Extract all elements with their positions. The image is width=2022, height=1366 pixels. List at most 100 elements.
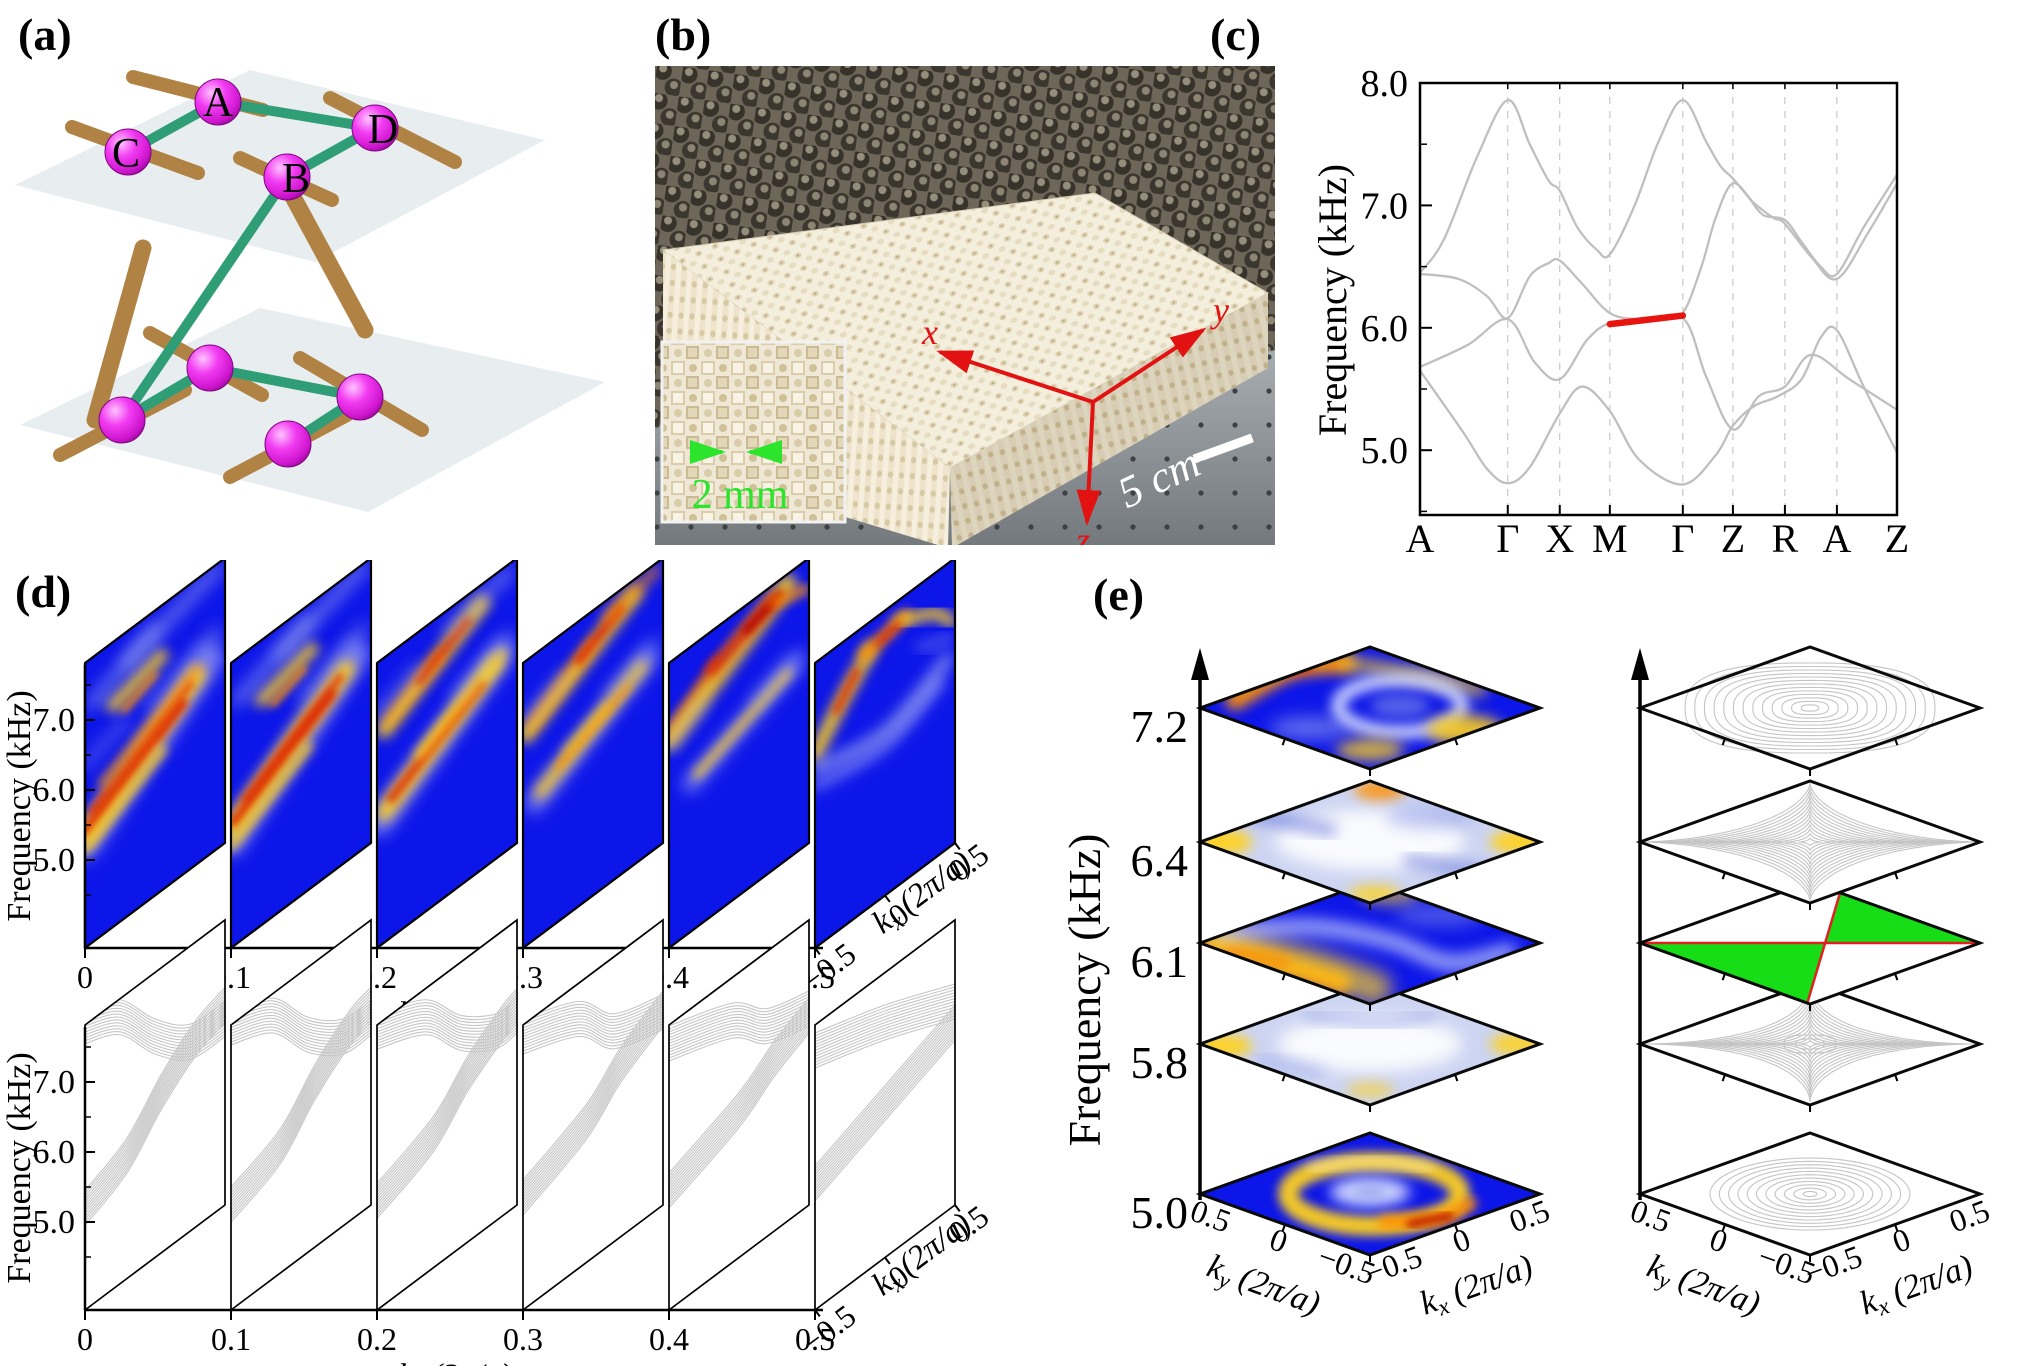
scale-bar xyxy=(1192,433,1254,464)
freq-tick-label: 7.0 xyxy=(33,702,76,739)
isofrequency-slice xyxy=(1195,645,1545,776)
phonon-band xyxy=(1419,98,1898,278)
x-tick-label: R xyxy=(1772,516,1799,560)
isofrequency-slice xyxy=(1635,880,1985,1011)
ky-tick-label: 0.4 xyxy=(649,1321,689,1357)
curve-sheet xyxy=(669,920,809,1310)
simulated-dispersion: 5.0 6.0 7.0 0 0.1 0.2 0.3 0.4 0.5 ky (2π/a) Freque… xyxy=(1,918,995,1366)
flat-band-highlight xyxy=(1606,312,1687,328)
experimental-stack: 0.50 −0.5−0.5 00.5ky (2π/a) kx (2π/a) xyxy=(1186,645,1554,1327)
svg-text:ky (2π/a): ky (2π/a) xyxy=(398,1358,512,1366)
x-axis-label: x xyxy=(921,312,938,352)
x-tick-label: Γ xyxy=(1496,516,1519,560)
y-tick-label: 6.0 xyxy=(1361,308,1409,350)
kx-tick-label: 0 xyxy=(1888,1221,1915,1260)
panel-b-sample-photo: x y z 5 cm 2 mm xyxy=(655,66,1275,560)
coordinate-axes xyxy=(936,327,1207,526)
heatmap-sheet xyxy=(669,560,809,948)
panel-c-label: (c) xyxy=(1210,9,1262,60)
site-label-D: D xyxy=(368,107,398,153)
freq-level-label: 6.1 xyxy=(1131,936,1189,987)
panel-a-label: (a) xyxy=(18,9,72,60)
freq-level-label: 5.0 xyxy=(1131,1187,1189,1238)
isofrequency-slice xyxy=(1195,779,1545,910)
panel-b-label: (b) xyxy=(655,9,712,60)
isofrequency-slice xyxy=(1635,981,1985,1112)
simulation-stack: 0.50 −0.5−0.5 00.5ky (2π/a) kx (2π/a) xyxy=(1626,645,1994,1327)
freq-tick-label: 5.0 xyxy=(33,842,76,879)
site-sphere-D xyxy=(351,104,399,152)
x-tick-label: Z xyxy=(1885,516,1909,560)
phonon-band xyxy=(1419,325,1899,486)
heatmap-sheet xyxy=(377,560,517,948)
isofrequency-slice xyxy=(1635,1131,1985,1262)
site-sphere-C xyxy=(104,128,152,176)
axis-arrowhead xyxy=(1631,648,1649,680)
curve-sheet xyxy=(231,920,371,1310)
freq-level-label: 6.4 xyxy=(1131,835,1189,886)
site-spheres xyxy=(98,78,399,468)
panel-d-dispersion-slices: 5.0 6.0 7.0 0 0.1 0.2 0.3 0.4 0.5 ky (2π/a) Freque… xyxy=(1,560,995,1366)
curve-sheet xyxy=(85,920,225,1310)
y-tick-label: 5.0 xyxy=(1361,430,1409,472)
y-axis-label: y xyxy=(1210,290,1229,330)
svg-text:ky (2π/a): ky (2π/a) xyxy=(1201,1248,1325,1327)
freq-tick-label: 5.0 xyxy=(33,1204,76,1241)
curve-sheet xyxy=(815,920,955,1310)
freq-tick-label: 6.0 xyxy=(33,1134,76,1171)
svg-text:kx (2π/a): kx (2π/a) xyxy=(1855,1248,1979,1327)
freq-level-label: 7.2 xyxy=(1131,701,1189,752)
heatmap-sheet xyxy=(85,560,225,948)
heatmap-sheet xyxy=(523,560,663,948)
isofrequency-slice xyxy=(1635,645,1985,776)
site-label-B: B xyxy=(282,156,310,202)
x-tick-label: Γ xyxy=(1671,516,1694,560)
measured-dispersion: 5.06.07.000.10.20.30.40.5ky (2π/a)Freque… xyxy=(1,560,995,1035)
z-axis-arrow xyxy=(1076,401,1101,526)
freq-axis-title: Frequency (kHz) xyxy=(1059,834,1110,1147)
curve-sheet xyxy=(523,920,663,1310)
x-tick-label: X xyxy=(1545,516,1574,560)
ky-tick-label: 0 xyxy=(77,959,93,995)
x-tick-label: M xyxy=(1592,516,1628,560)
x-tick-label: A xyxy=(1822,516,1851,560)
panel-e-isofrequency-stacks: 0.50 −0.5−0.5 00.5ky (2π/a) kx (2π/a)0.50 −0… xyxy=(1059,645,1994,1327)
freq-tick-label: 7.0 xyxy=(33,1064,76,1101)
y-axis-arrow xyxy=(1091,327,1207,404)
heatmap-sheet xyxy=(231,560,371,948)
freq-axis-title: Frequency (kHz) xyxy=(1,1052,38,1283)
unit-cell-inset: 2 mm xyxy=(660,340,847,524)
panel-a-lattice-schematic: A B C D xyxy=(15,70,605,512)
freq-level-label: 5.8 xyxy=(1131,1037,1189,1088)
x-tick-label: A xyxy=(1406,516,1435,560)
x-tick-label: Z xyxy=(1721,516,1745,560)
ky-tick-label: 0 xyxy=(77,1321,93,1357)
site-label-A: A xyxy=(203,80,234,126)
ky-tick-label: 0.3 xyxy=(503,1321,543,1357)
phonon-band xyxy=(1419,182,1898,321)
kx-tick-label: 0 xyxy=(1448,1221,1475,1260)
site-sphere-A xyxy=(194,78,242,126)
y-axis-title: Frequency (kHz) xyxy=(1310,164,1355,436)
svg-text:kx (2π/a): kx (2π/a) xyxy=(1415,1248,1539,1327)
ky-tick-label: 0.5 xyxy=(795,1321,835,1357)
heatmap-sheet xyxy=(815,560,955,948)
ky-tick-label: 0 xyxy=(1705,1221,1732,1260)
panel-d-label: (d) xyxy=(15,566,72,617)
y-tick-label: 7.0 xyxy=(1361,185,1409,227)
ky-tick-label: 0.1 xyxy=(211,1321,251,1357)
panel-e-label: (e) xyxy=(1093,569,1145,620)
inset-scale-label: 2 mm xyxy=(692,472,789,518)
y-tick-label: 8.0 xyxy=(1361,63,1409,105)
nodal-line xyxy=(1805,892,1842,1005)
isofrequency-slice xyxy=(1195,1131,1545,1262)
isofrequency-slice xyxy=(1635,779,1985,910)
curve-sheet xyxy=(377,920,517,1310)
site-label-C: C xyxy=(112,131,140,177)
site-sphere-B xyxy=(263,153,311,201)
freq-axis-title: Frequency (kHz) xyxy=(1,690,38,921)
axis-arrowhead xyxy=(1191,648,1209,680)
z-axis-label: z xyxy=(1075,520,1090,560)
